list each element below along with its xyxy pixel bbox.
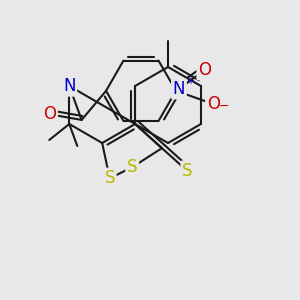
Text: O: O xyxy=(207,95,220,113)
Text: S: S xyxy=(182,162,193,180)
Text: S: S xyxy=(127,158,137,176)
Text: S: S xyxy=(104,169,115,187)
Text: N: N xyxy=(173,80,185,98)
Text: −: − xyxy=(219,100,230,113)
Text: N: N xyxy=(63,77,76,95)
Text: O: O xyxy=(198,61,211,79)
Text: +: + xyxy=(186,76,194,86)
Text: O: O xyxy=(43,105,56,123)
